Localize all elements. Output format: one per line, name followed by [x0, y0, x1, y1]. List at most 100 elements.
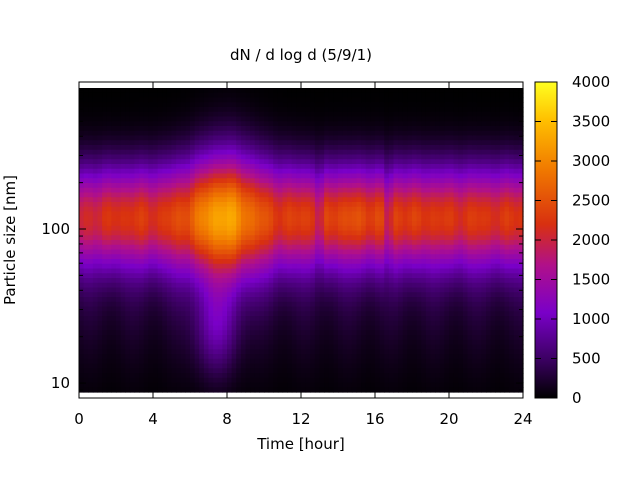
heatmap-cell — [143, 154, 149, 160]
heatmap-cell — [310, 192, 316, 198]
heatmap-cell — [328, 358, 334, 365]
heatmap-cell — [370, 363, 376, 369]
heatmap-cell — [227, 97, 233, 103]
heatmap-cell — [194, 344, 200, 350]
heatmap-cell — [199, 126, 205, 132]
heatmap-cell — [319, 387, 325, 393]
heatmap-cell — [139, 116, 145, 122]
heatmap-cell — [180, 377, 186, 384]
heatmap-cell — [347, 325, 353, 331]
heatmap-cell — [361, 316, 367, 322]
heatmap-cell — [111, 111, 117, 118]
heatmap-cell — [194, 211, 200, 217]
heatmap-cell — [88, 335, 94, 341]
heatmap-cell — [83, 335, 89, 341]
heatmap-cell — [203, 197, 210, 203]
heatmap-cell — [402, 121, 408, 127]
heatmap-cell — [116, 339, 122, 346]
heatmap-cell — [287, 202, 293, 208]
heatmap-cell — [240, 135, 247, 141]
heatmap-cell — [129, 164, 136, 170]
heatmap-cell — [125, 168, 131, 175]
heatmap-cell — [296, 263, 302, 270]
heatmap-cell — [416, 373, 422, 379]
heatmap-cell — [259, 97, 265, 103]
heatmap-cell — [393, 244, 399, 251]
heatmap-cell — [291, 354, 297, 360]
heatmap-cell — [245, 354, 251, 360]
heatmap-cell — [166, 382, 173, 388]
heatmap-cell — [143, 173, 149, 179]
heatmap-cell — [129, 206, 136, 213]
heatmap-cell — [194, 221, 200, 227]
heatmap-cell — [153, 97, 159, 103]
heatmap-cell — [83, 240, 89, 246]
heatmap-cell — [185, 354, 191, 360]
heatmap-cell — [250, 306, 256, 312]
heatmap-cell — [125, 235, 131, 241]
heatmap-cell — [319, 325, 325, 331]
heatmap-cell — [240, 197, 247, 203]
heatmap-cell — [125, 97, 131, 103]
heatmap-cell — [328, 335, 334, 341]
heatmap-cell — [134, 145, 140, 151]
heatmap-cell — [254, 354, 260, 360]
heatmap-cell — [102, 344, 108, 350]
heatmap-cell — [180, 363, 186, 369]
heatmap-cell — [370, 373, 376, 379]
heatmap-cell — [268, 187, 274, 194]
heatmap-cell — [259, 92, 265, 99]
heatmap-cell — [365, 216, 371, 222]
heatmap-cell — [384, 211, 390, 217]
heatmap-cell — [388, 387, 395, 393]
heatmap-cell — [222, 373, 228, 379]
heatmap-cell — [227, 354, 233, 360]
heatmap-cell — [116, 311, 122, 317]
heatmap-cell — [287, 107, 293, 113]
heatmap-cell — [398, 173, 404, 179]
heatmap-cell — [333, 249, 339, 255]
heatmap-cell — [370, 387, 376, 393]
heatmap-cell — [347, 339, 353, 346]
heatmap-cell — [129, 273, 136, 279]
heatmap-cell — [199, 187, 205, 194]
heatmap-cell — [347, 102, 353, 108]
heatmap-cell — [227, 344, 233, 350]
heatmap-cell — [79, 206, 85, 213]
heatmap-cell — [388, 278, 395, 284]
heatmap-cell — [111, 102, 117, 108]
heatmap-cell — [153, 154, 159, 160]
heatmap-cell — [402, 320, 408, 327]
heatmap-cell — [106, 235, 112, 241]
heatmap-cell — [273, 145, 279, 151]
heatmap-cell — [398, 135, 404, 141]
heatmap-cell — [273, 278, 279, 284]
heatmap-cell — [268, 278, 274, 284]
heatmap-cell — [365, 149, 371, 156]
heatmap-cell — [291, 249, 297, 255]
heatmap-cell — [305, 311, 311, 317]
heatmap-cell — [129, 221, 136, 227]
heatmap-cell — [143, 111, 149, 118]
heatmap-cell — [398, 354, 404, 360]
heatmap-cell — [259, 363, 265, 369]
heatmap-cell — [217, 287, 223, 293]
heatmap-cell — [92, 216, 99, 222]
heatmap-cell — [106, 311, 112, 317]
heatmap-cell — [162, 173, 168, 179]
heatmap-cell — [79, 377, 85, 384]
heatmap-cell — [398, 145, 404, 151]
heatmap-cell — [236, 358, 242, 365]
heatmap-cell — [166, 111, 173, 118]
heatmap-cell — [92, 240, 99, 246]
heatmap-cell — [291, 216, 297, 222]
heatmap-cell — [277, 349, 284, 355]
heatmap-cell — [351, 349, 358, 355]
heatmap-cell — [259, 168, 265, 175]
heatmap-cell — [240, 249, 247, 255]
heatmap-cell — [166, 102, 173, 108]
heatmap-cell — [333, 339, 339, 346]
heatmap-cell — [259, 197, 265, 203]
heatmap-cell — [250, 254, 256, 260]
heatmap-cell — [398, 311, 404, 317]
